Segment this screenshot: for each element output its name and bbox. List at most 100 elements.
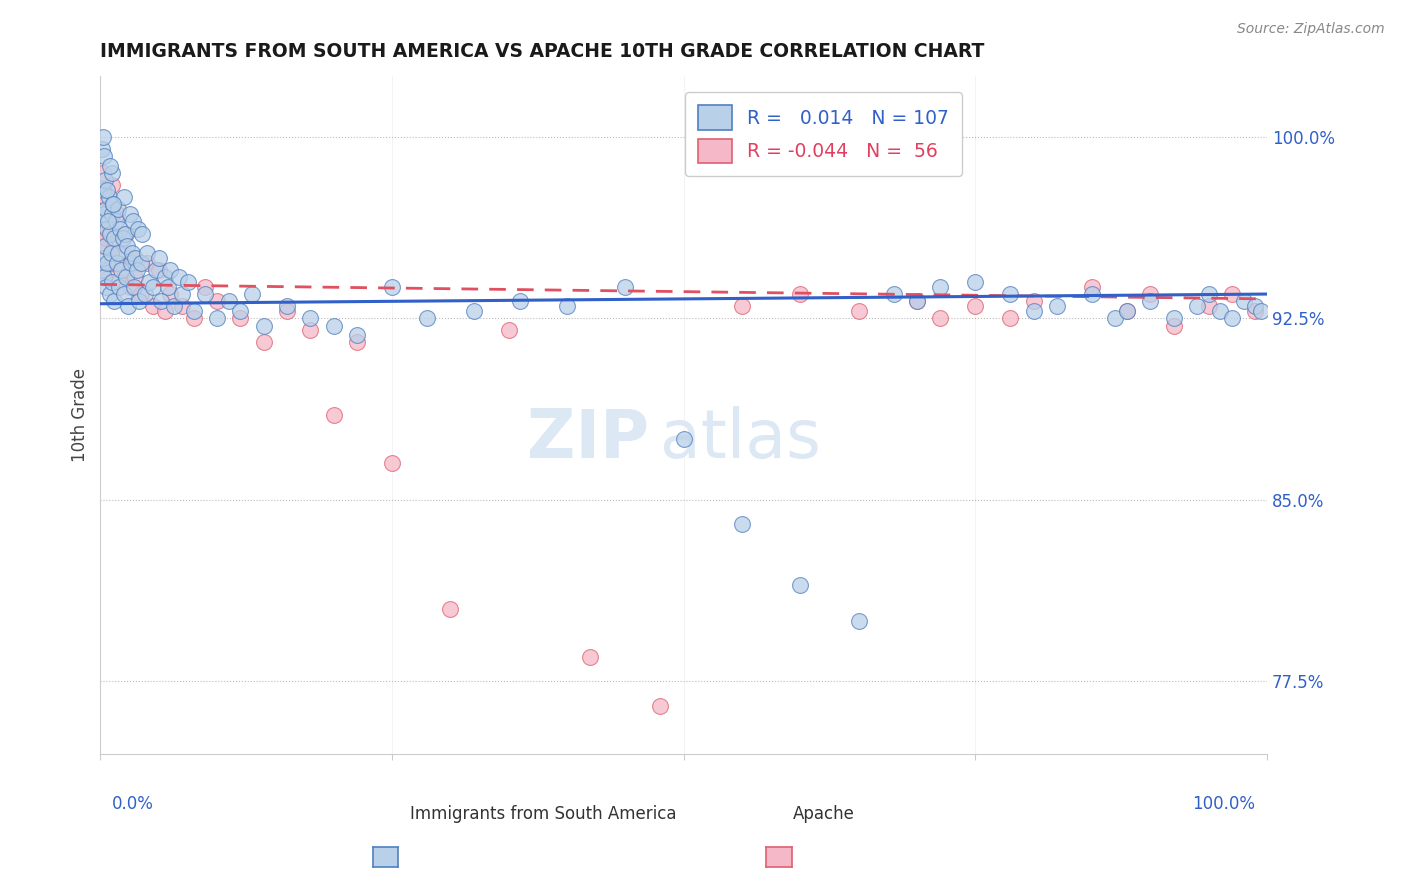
Point bbox=[240, 287, 263, 301]
Point bbox=[1163, 311, 1185, 326]
Point bbox=[177, 275, 200, 289]
Point bbox=[205, 311, 228, 326]
Point bbox=[346, 328, 368, 343]
Point bbox=[94, 190, 117, 204]
Point bbox=[229, 304, 252, 318]
Point bbox=[118, 207, 141, 221]
Point bbox=[929, 311, 952, 326]
Point bbox=[93, 227, 115, 241]
Point bbox=[789, 577, 811, 591]
Point bbox=[229, 311, 252, 326]
Text: 100.0%: 100.0% bbox=[1192, 795, 1256, 813]
Y-axis label: 10th Grade: 10th Grade bbox=[72, 368, 89, 462]
Point bbox=[381, 457, 404, 471]
Point bbox=[96, 231, 118, 245]
Text: Immigrants from South America: Immigrants from South America bbox=[411, 805, 676, 822]
Point bbox=[1000, 287, 1022, 301]
Point bbox=[789, 287, 811, 301]
Point bbox=[122, 214, 145, 228]
Point bbox=[1244, 304, 1267, 318]
Point bbox=[463, 304, 485, 318]
Point bbox=[125, 263, 148, 277]
Point bbox=[91, 251, 114, 265]
Point bbox=[112, 263, 135, 277]
Point bbox=[163, 299, 186, 313]
Point bbox=[299, 311, 322, 326]
Point bbox=[136, 246, 159, 260]
Point bbox=[965, 275, 987, 289]
Point bbox=[156, 280, 179, 294]
Point bbox=[1232, 294, 1254, 309]
Point bbox=[1116, 304, 1139, 318]
Point bbox=[1022, 294, 1045, 309]
Point bbox=[929, 280, 952, 294]
Point bbox=[579, 650, 602, 665]
Point bbox=[1220, 287, 1243, 301]
Point bbox=[122, 251, 145, 265]
Text: IMMIGRANTS FROM SOUTH AMERICA VS APACHE 10TH GRADE CORRELATION CHART: IMMIGRANTS FROM SOUTH AMERICA VS APACHE … bbox=[100, 42, 984, 61]
Point bbox=[194, 287, 217, 301]
Point bbox=[848, 304, 870, 318]
Point bbox=[91, 129, 114, 144]
Point bbox=[218, 294, 240, 309]
Point bbox=[110, 263, 132, 277]
Point bbox=[105, 255, 128, 269]
Point bbox=[93, 270, 115, 285]
Point bbox=[183, 311, 205, 326]
Point bbox=[1198, 299, 1220, 313]
Point bbox=[1046, 299, 1069, 313]
Text: atlas: atlas bbox=[661, 406, 821, 472]
Point bbox=[439, 601, 461, 615]
Point bbox=[1244, 299, 1267, 313]
Point bbox=[276, 304, 298, 318]
Point bbox=[299, 323, 322, 337]
Point bbox=[1139, 294, 1161, 309]
Point bbox=[93, 207, 115, 221]
Point bbox=[253, 335, 276, 350]
Point bbox=[150, 294, 173, 309]
Point bbox=[159, 263, 181, 277]
Point bbox=[167, 270, 190, 285]
Point bbox=[498, 323, 520, 337]
Point bbox=[97, 214, 120, 228]
Text: 0.0%: 0.0% bbox=[112, 795, 153, 813]
Point bbox=[96, 255, 118, 269]
Point bbox=[205, 294, 228, 309]
Point bbox=[96, 280, 118, 294]
Point bbox=[555, 299, 578, 313]
Point bbox=[731, 299, 754, 313]
Point bbox=[142, 299, 165, 313]
Point bbox=[194, 280, 217, 294]
Point bbox=[107, 202, 129, 217]
Point bbox=[98, 221, 121, 235]
Point bbox=[118, 280, 141, 294]
Point bbox=[148, 251, 170, 265]
Point bbox=[90, 238, 112, 252]
Point bbox=[883, 287, 905, 301]
Point bbox=[107, 246, 129, 260]
Point bbox=[731, 516, 754, 531]
Point bbox=[253, 318, 276, 333]
Point bbox=[91, 166, 114, 180]
Point bbox=[103, 238, 125, 252]
Point bbox=[136, 255, 159, 269]
Point bbox=[1198, 287, 1220, 301]
Point bbox=[614, 280, 637, 294]
Point bbox=[170, 287, 193, 301]
Point bbox=[142, 280, 165, 294]
Point bbox=[276, 299, 298, 313]
Point bbox=[98, 227, 121, 241]
Text: Apache: Apache bbox=[793, 805, 855, 822]
Legend: R =   0.014   N = 107, R = -0.044   N =  56: R = 0.014 N = 107, R = -0.044 N = 56 bbox=[685, 93, 962, 176]
Point bbox=[1104, 311, 1126, 326]
Point bbox=[1209, 304, 1232, 318]
Point bbox=[138, 275, 160, 289]
Point bbox=[103, 231, 125, 245]
Point bbox=[94, 238, 117, 252]
Point bbox=[112, 190, 135, 204]
Point bbox=[108, 280, 131, 294]
Point bbox=[145, 263, 167, 277]
Point bbox=[153, 304, 176, 318]
Point bbox=[112, 287, 135, 301]
Text: ZIP: ZIP bbox=[527, 406, 648, 472]
